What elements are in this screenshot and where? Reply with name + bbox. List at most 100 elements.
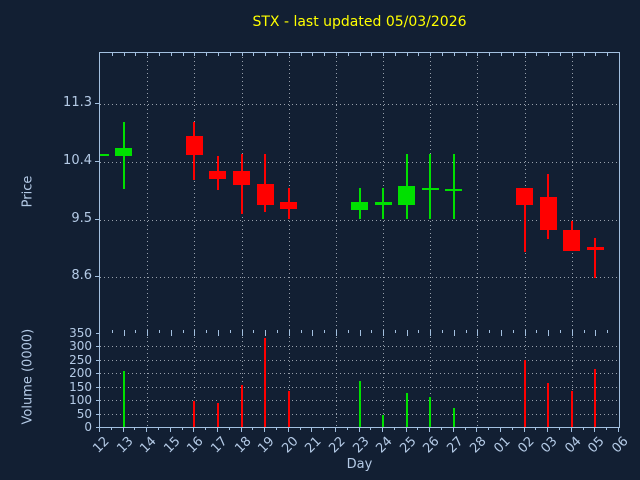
tick-mark (242, 53, 243, 56)
tick-mark (477, 333, 478, 336)
candle-body (540, 197, 557, 230)
x-tick-label: 17 (208, 434, 231, 457)
tick-mark (336, 53, 337, 56)
grid-line (477, 333, 478, 427)
tick-mark (276, 428, 277, 430)
tick-mark (406, 428, 407, 432)
x-tick-label: 05 (585, 434, 608, 457)
candle-body (587, 247, 604, 250)
tick-mark (194, 330, 195, 333)
tick-mark (134, 428, 135, 430)
candle-wick (429, 154, 431, 219)
tick-mark (524, 428, 525, 432)
grid-line (100, 220, 619, 221)
grid-line (572, 53, 573, 333)
volume-bar (547, 383, 549, 427)
grid-line (100, 162, 619, 163)
tick-mark (124, 330, 125, 333)
tick-mark (242, 333, 243, 336)
tick-mark (206, 330, 207, 333)
grid-line (619, 53, 620, 333)
tick-mark (606, 428, 607, 430)
candle-body (257, 184, 274, 205)
tick-mark (360, 53, 361, 56)
volume-chart (99, 333, 620, 428)
tick-mark (218, 333, 219, 336)
volume-bar (406, 393, 408, 427)
tick-mark (536, 53, 537, 56)
volume-bar (241, 385, 243, 427)
tick-mark (348, 53, 349, 56)
tick-mark (96, 400, 99, 401)
volume-bar (264, 338, 266, 427)
tick-mark (171, 53, 172, 56)
tick-mark (183, 330, 184, 333)
tick-mark (441, 428, 442, 430)
volume-tick-label: 200 (69, 366, 92, 380)
tick-mark (477, 330, 478, 333)
volume-bar (429, 397, 431, 427)
tick-mark (347, 428, 348, 430)
tick-mark (584, 53, 585, 56)
tick-mark (512, 428, 513, 430)
tick-mark (301, 330, 302, 333)
tick-mark (525, 330, 526, 333)
x-tick-label: 23 (350, 434, 373, 457)
tick-mark (501, 53, 502, 56)
volume-tick-label: 0 (84, 420, 92, 434)
candle-body (233, 171, 250, 185)
tick-mark (323, 428, 324, 430)
candle-body (398, 186, 415, 205)
grid-line (147, 333, 148, 427)
tick-mark (383, 330, 384, 333)
x-tick-label: 27 (444, 434, 467, 457)
tick-mark (513, 53, 514, 56)
volume-bar (193, 401, 195, 427)
tick-mark (560, 330, 561, 333)
tick-mark (112, 330, 113, 333)
tick-mark (312, 333, 313, 336)
volume-tick-label: 100 (69, 393, 92, 407)
tick-mark (336, 333, 337, 336)
volume-tick-label: 150 (69, 380, 92, 394)
tick-mark (371, 53, 372, 56)
volume-bar (594, 369, 596, 427)
volume-bar (453, 408, 455, 427)
volume-bar (382, 415, 384, 427)
x-tick-label: 04 (562, 434, 585, 457)
tick-mark (242, 330, 243, 333)
candle-body (445, 189, 462, 191)
tick-mark (584, 330, 585, 333)
grid-line (100, 277, 619, 278)
x-tick-label: 01 (491, 434, 514, 457)
x-tick-label: 22 (326, 434, 349, 457)
tick-mark (265, 330, 266, 333)
candle-wick (594, 238, 596, 278)
tick-mark (111, 428, 112, 430)
tick-mark (488, 428, 489, 430)
tick-mark (123, 428, 124, 432)
tick-mark (454, 53, 455, 56)
tick-mark (525, 53, 526, 56)
tick-mark (595, 53, 596, 56)
x-tick-label: 20 (279, 434, 302, 457)
price-tick-label: 10.4 (63, 153, 92, 168)
tick-mark (395, 330, 396, 333)
x-tick-label: 06 (609, 434, 632, 457)
grid-line (572, 333, 573, 427)
tick-mark (359, 428, 360, 432)
x-tick-label: 12 (90, 434, 113, 457)
candle-wick (453, 154, 455, 219)
tick-mark (95, 161, 99, 162)
price-tick-label: 9.5 (71, 211, 92, 226)
tick-mark (583, 428, 584, 430)
tick-mark (477, 53, 478, 56)
chart-title: STX - last updated 05/03/2026 (252, 14, 467, 30)
volume-bar (524, 360, 526, 427)
tick-mark (241, 428, 242, 432)
x-tick-label: 16 (184, 434, 207, 457)
tick-mark (548, 333, 549, 336)
tick-mark (171, 333, 172, 336)
tick-mark (476, 428, 477, 432)
